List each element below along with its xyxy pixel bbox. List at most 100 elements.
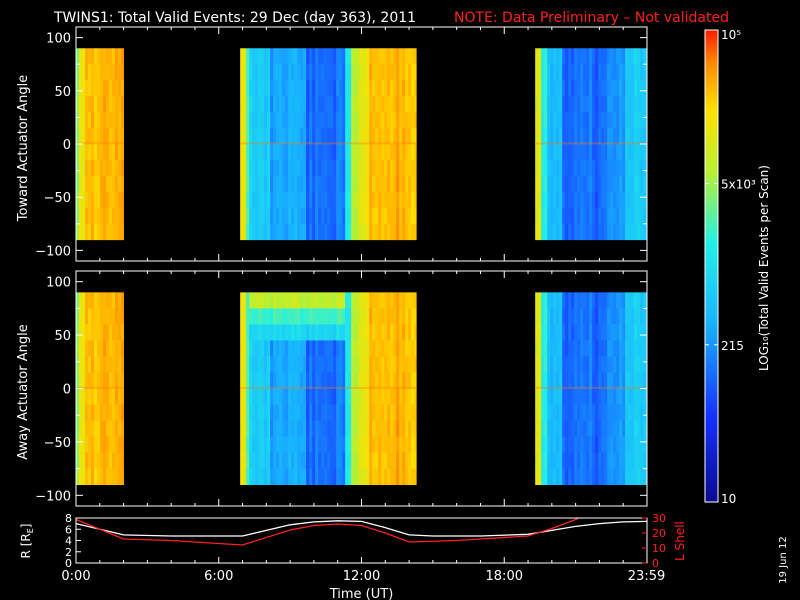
heatmap-cell bbox=[387, 207, 391, 225]
heatmap-cell bbox=[402, 128, 406, 145]
heatmap-cell bbox=[547, 112, 551, 129]
heatmap-cell bbox=[121, 175, 124, 193]
heatmap-cell bbox=[270, 436, 274, 453]
heatmap-cell bbox=[324, 468, 328, 486]
heatmap-cell bbox=[390, 80, 394, 97]
heatmap-cell bbox=[76, 388, 80, 405]
heatmap-cell bbox=[538, 340, 542, 357]
heatmap-cell bbox=[387, 436, 391, 453]
ytick-label: 50 bbox=[54, 85, 71, 100]
heatmap-cell bbox=[384, 308, 388, 325]
heatmap-cell bbox=[106, 468, 110, 486]
heatmap-cell bbox=[291, 144, 295, 161]
heatmap-cell bbox=[270, 468, 274, 486]
heatmap-cell bbox=[291, 96, 295, 113]
heatmap-cell bbox=[378, 128, 382, 145]
heatmap-cell bbox=[553, 340, 557, 357]
heatmap-cell bbox=[309, 420, 313, 437]
heatmap-cell bbox=[550, 80, 554, 97]
heatmap-cell bbox=[574, 96, 578, 113]
heatmap-cell bbox=[273, 356, 277, 373]
heatmap-cell bbox=[327, 207, 331, 225]
heatmap-cell bbox=[240, 356, 244, 373]
heatmap-cell bbox=[571, 340, 575, 357]
heatmap-cell bbox=[255, 452, 259, 470]
heatmap-cell bbox=[640, 420, 644, 437]
heatmap-cell bbox=[321, 191, 325, 209]
heatmap-cell bbox=[408, 144, 412, 161]
heatmap-cell bbox=[264, 64, 268, 81]
heatmap-cell bbox=[246, 175, 250, 193]
heatmap-cell bbox=[97, 340, 101, 357]
heatmap-cell bbox=[82, 292, 86, 309]
heatmap-cell bbox=[384, 468, 388, 486]
heatmap-cell bbox=[535, 80, 539, 97]
heatmap-cell bbox=[261, 207, 265, 225]
heatmap-cell bbox=[586, 292, 590, 309]
heatmap-cell bbox=[246, 80, 250, 97]
heatmap-cell bbox=[85, 404, 89, 421]
heatmap-cell bbox=[619, 420, 623, 437]
heatmap-cell bbox=[312, 372, 316, 389]
heatmap-cell bbox=[637, 80, 641, 97]
heatmap-cell bbox=[390, 372, 394, 389]
heatmap-cell bbox=[586, 80, 590, 97]
heatmap-cell bbox=[571, 468, 575, 486]
heatmap-cell bbox=[363, 308, 367, 325]
heatmap-cell bbox=[240, 292, 244, 309]
heatmap-cell bbox=[372, 64, 376, 81]
heatmap-cell bbox=[640, 191, 644, 209]
heatmap-cell bbox=[574, 80, 578, 97]
heatmap-cell bbox=[372, 48, 376, 65]
heatmap-cell bbox=[249, 452, 253, 470]
ytick-label: −50 bbox=[44, 436, 71, 451]
heatmap-cell bbox=[387, 144, 391, 161]
heatmap-cell bbox=[112, 96, 116, 113]
heatmap-cell bbox=[336, 420, 340, 437]
heatmap-cell bbox=[384, 436, 388, 453]
heatmap-cell bbox=[318, 159, 322, 177]
heatmap-cell bbox=[267, 388, 271, 405]
heatmap-cell bbox=[556, 64, 560, 81]
heatmap-cell bbox=[342, 388, 346, 405]
heatmap-cell bbox=[306, 308, 310, 325]
heatmap-cell bbox=[246, 356, 250, 373]
heatmap-cell bbox=[631, 340, 635, 357]
heatmap-cell bbox=[270, 80, 274, 97]
heatmap-cell bbox=[88, 388, 92, 405]
heatmap-cell bbox=[118, 292, 122, 309]
heatmap-cell bbox=[604, 468, 608, 486]
heatmap-cell bbox=[592, 64, 596, 81]
heatmap-cell bbox=[375, 175, 379, 193]
heatmap-cell bbox=[387, 404, 391, 421]
heatmap-cell bbox=[556, 420, 560, 437]
heatmap-cell bbox=[574, 191, 578, 209]
heatmap-cell bbox=[97, 292, 101, 309]
heatmap-cell bbox=[586, 96, 590, 113]
heatmap-cell bbox=[240, 308, 244, 325]
heatmap-cell bbox=[643, 372, 647, 389]
heatmap-cell bbox=[112, 191, 116, 209]
heatmap-cell bbox=[595, 308, 599, 325]
heatmap-cell bbox=[273, 404, 277, 421]
heatmap-cell bbox=[369, 112, 373, 129]
heatmap-cell bbox=[360, 420, 364, 437]
heatmap-cell bbox=[393, 159, 397, 177]
heatmap-cell bbox=[79, 436, 83, 453]
heatmap-cell bbox=[318, 308, 322, 325]
heatmap-cell bbox=[315, 388, 319, 405]
heatmap-cell bbox=[589, 372, 593, 389]
heatmap-cell bbox=[384, 292, 388, 309]
heatmap-cell bbox=[276, 388, 280, 405]
heatmap-cell bbox=[270, 324, 274, 341]
r-series-line bbox=[76, 520, 647, 537]
heatmap-cell bbox=[622, 452, 626, 470]
heatmap-cell bbox=[252, 64, 256, 81]
heatmap-cell bbox=[595, 420, 599, 437]
heatmap-cell bbox=[252, 292, 256, 309]
heatmap-cell bbox=[288, 468, 292, 486]
heatmap-cell bbox=[252, 80, 256, 97]
heatmap-cell bbox=[345, 292, 349, 309]
heatmap-cell bbox=[240, 223, 244, 241]
heatmap-cell bbox=[402, 144, 406, 161]
